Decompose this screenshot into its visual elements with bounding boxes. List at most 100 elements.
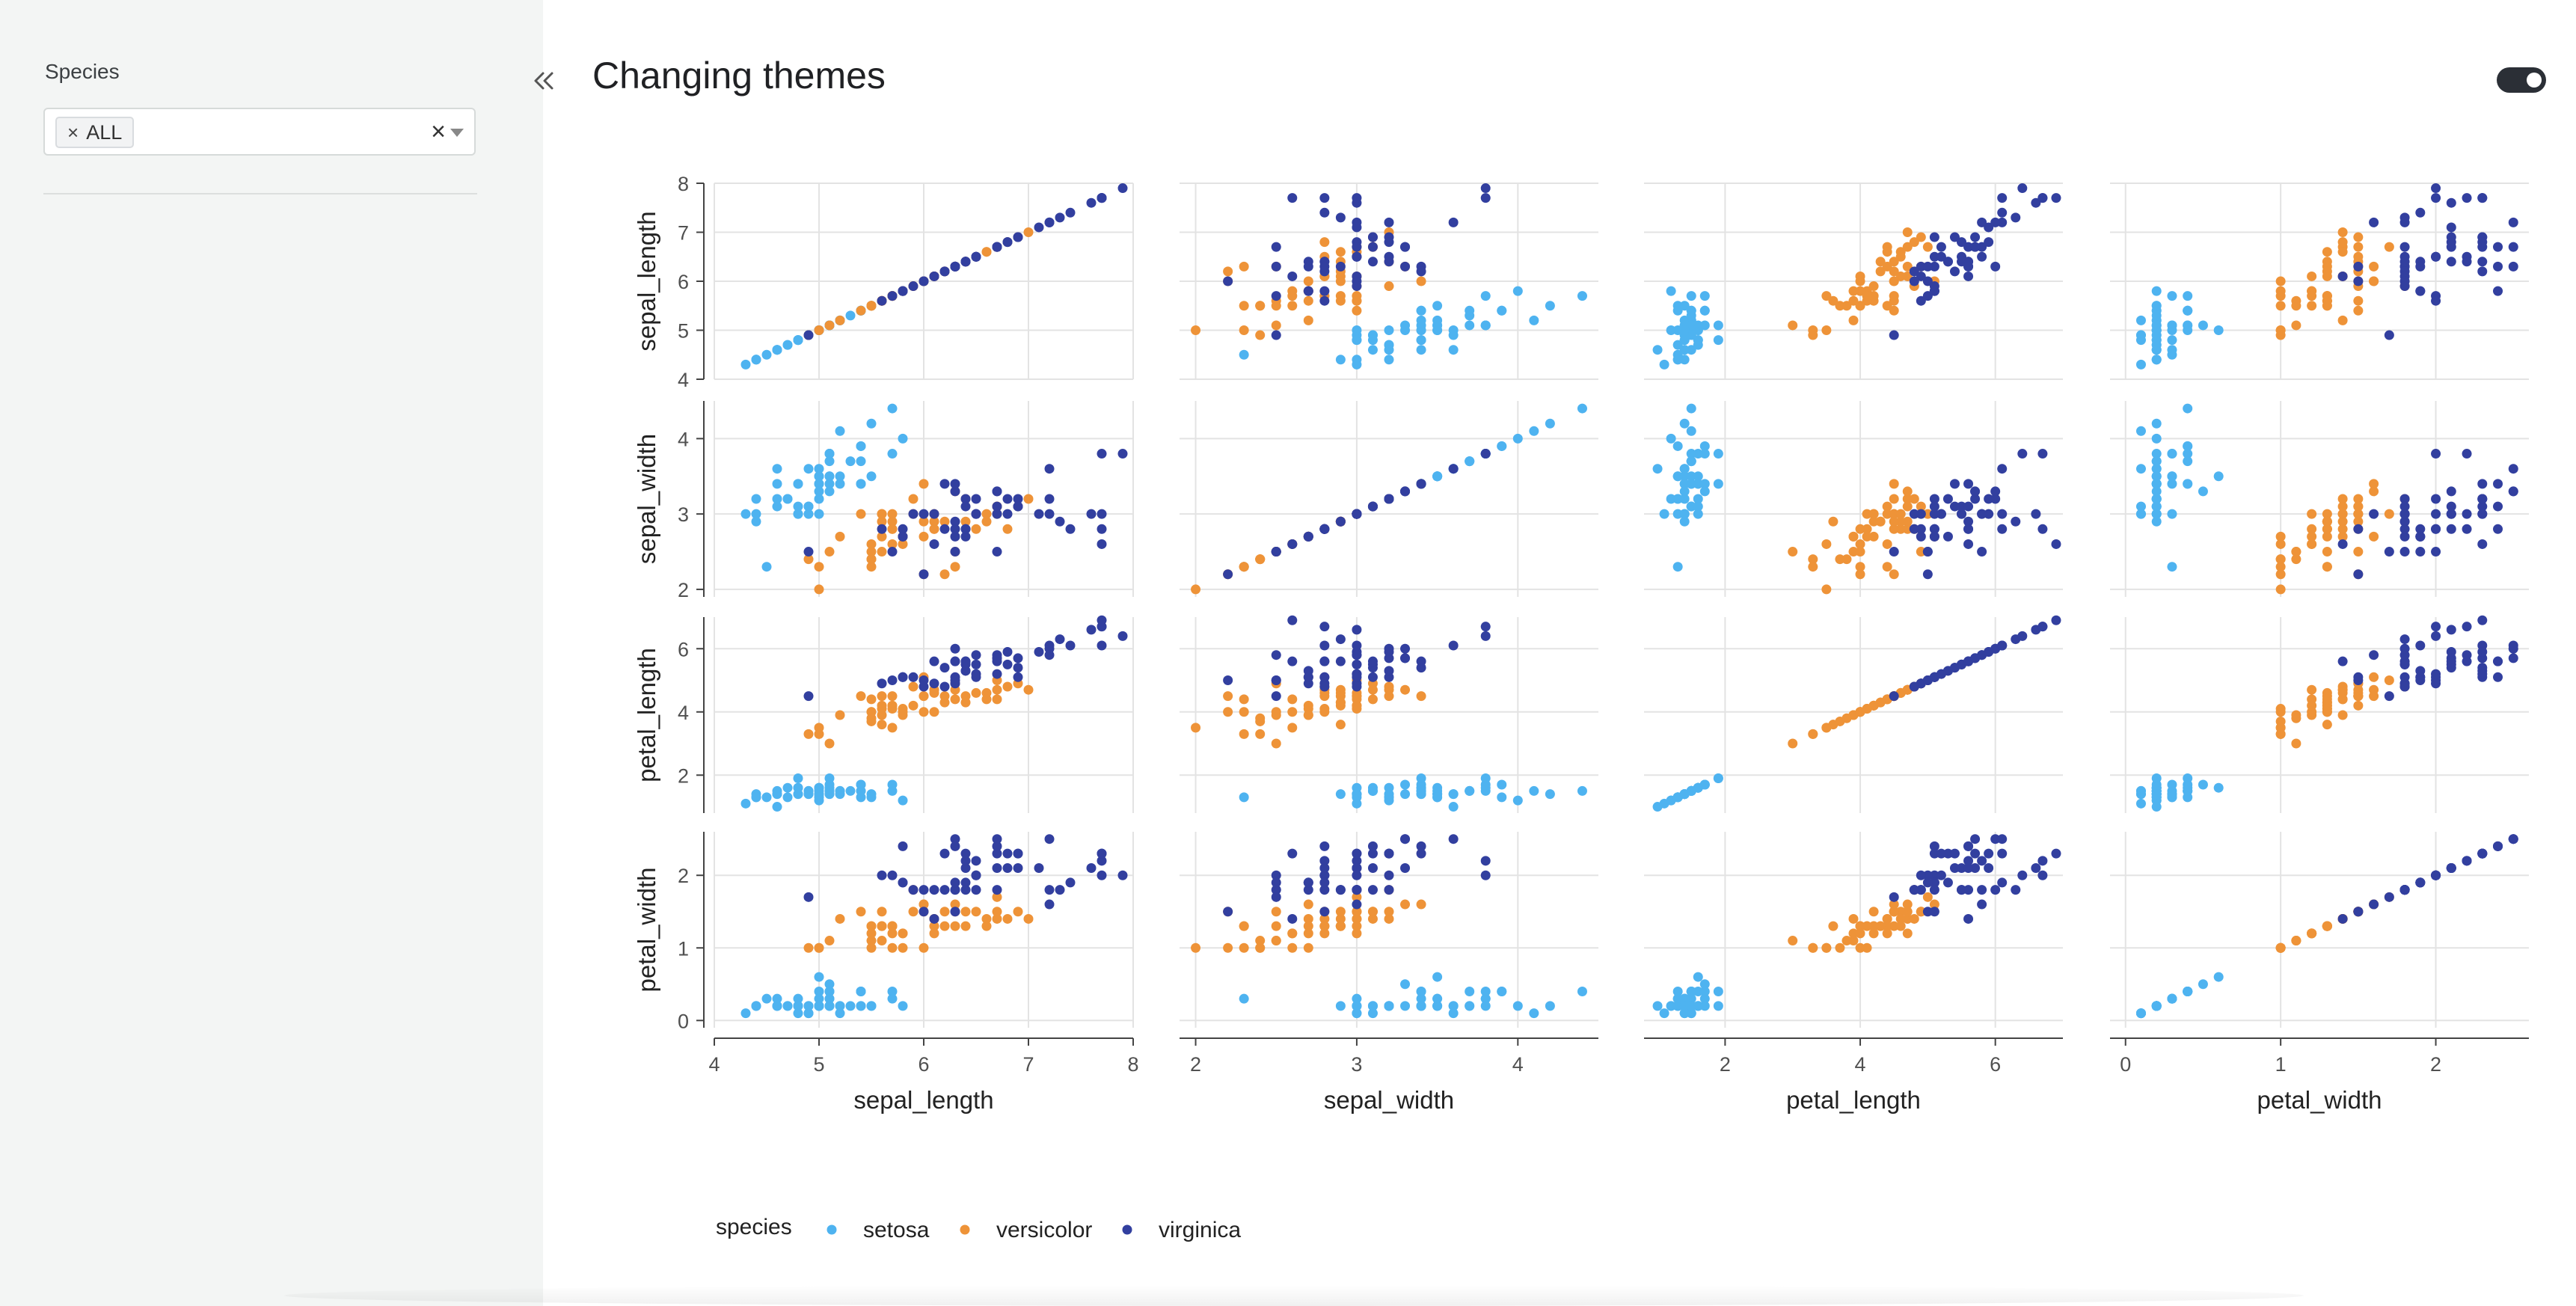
data-point-virginica <box>929 539 939 549</box>
data-point-versicolor <box>877 720 887 730</box>
data-point-versicolor <box>950 899 960 910</box>
data-point-setosa <box>1679 325 1690 335</box>
data-point-versicolor <box>2353 501 2364 512</box>
y-axis-title: petal_length <box>633 648 660 782</box>
data-point-virginica <box>929 678 939 689</box>
data-point-virginica <box>1352 242 1362 252</box>
data-point-versicolor <box>824 936 835 946</box>
data-point-virginica <box>2493 656 2503 666</box>
data-point-virginica <box>939 681 950 692</box>
data-point-versicolor <box>2291 320 2301 331</box>
data-point-virginica <box>2446 625 2456 635</box>
data-point-virginica <box>1916 524 1926 534</box>
data-point-virginica <box>1117 183 1128 194</box>
data-point-setosa <box>1416 320 1426 331</box>
data-point-virginica <box>1352 659 1362 669</box>
data-point-virginica <box>1352 625 1362 635</box>
data-point-virginica <box>1984 848 1994 859</box>
data-point-versicolor <box>2275 325 2286 335</box>
data-point-virginica <box>950 885 960 895</box>
collapse-sidebar-button[interactable] <box>528 64 561 97</box>
data-point-setosa <box>2183 479 2193 489</box>
clear-all-icon[interactable]: × <box>431 117 446 146</box>
species-dropdown[interactable]: × ALL × <box>43 108 476 156</box>
data-point-virginica <box>1223 675 1233 686</box>
data-point-virginica <box>887 547 898 557</box>
data-point-setosa <box>2151 789 2162 800</box>
data-point-virginica <box>1013 848 1023 859</box>
legend-item-virginica[interactable]: virginica <box>1122 1218 1242 1242</box>
data-point-versicolor <box>2307 684 2317 695</box>
data-point-versicolor <box>1303 899 1313 910</box>
data-point-virginica <box>1384 666 1394 676</box>
data-point-setosa <box>1432 782 1443 793</box>
data-point-versicolor <box>856 907 866 917</box>
data-point-setosa <box>1512 433 1523 444</box>
data-point-versicolor <box>2307 700 2317 711</box>
data-point-virginica <box>1271 885 1281 895</box>
data-point-virginica <box>2415 877 2426 888</box>
data-point-setosa <box>1693 449 1703 459</box>
data-point-versicolor <box>908 494 919 504</box>
data-point-versicolor <box>939 697 950 708</box>
legend-item-setosa[interactable]: setosa <box>827 1218 930 1242</box>
data-point-virginica <box>1352 281 1362 292</box>
data-point-virginica <box>1044 899 1055 910</box>
data-point-versicolor <box>2275 539 2286 549</box>
data-point-setosa <box>1699 291 1710 301</box>
data-point-virginica <box>1929 501 1939 512</box>
data-point-virginica <box>1909 885 1919 895</box>
y-tick-label: 2 <box>678 579 689 601</box>
data-point-virginica <box>1963 913 1974 924</box>
theme-toggle[interactable] <box>2497 67 2546 93</box>
data-point-setosa <box>1686 320 1696 331</box>
data-point-virginica <box>2462 856 2472 866</box>
data-point-setosa <box>1577 291 1587 301</box>
data-point-setosa <box>814 509 824 519</box>
data-point-virginica <box>1997 207 2008 218</box>
data-point-versicolor <box>2307 301 2317 311</box>
data-point-virginica <box>1367 232 1378 242</box>
x-axis-title: petal_width <box>2257 1086 2382 1114</box>
chevron-down-icon[interactable] <box>450 129 464 137</box>
data-point-versicolor <box>1303 928 1313 939</box>
chip-remove-icon[interactable]: × <box>67 120 79 144</box>
data-point-versicolor <box>887 921 898 931</box>
data-point-setosa <box>1529 315 1539 325</box>
data-point-setosa <box>2183 291 2193 301</box>
data-point-setosa <box>2183 403 2193 414</box>
data-point-versicolor <box>1191 584 1201 595</box>
data-point-setosa <box>2135 789 2146 800</box>
data-point-setosa <box>1672 509 1683 519</box>
data-point-virginica <box>1352 856 1362 866</box>
data-point-setosa <box>2151 325 2162 335</box>
data-point-versicolor <box>929 687 939 698</box>
data-point-virginica <box>992 863 1002 874</box>
data-point-virginica <box>1963 841 1974 851</box>
data-point-versicolor <box>1352 928 1362 939</box>
legend-item-versicolor[interactable]: versicolor <box>960 1218 1093 1242</box>
data-point-setosa <box>835 785 845 796</box>
data-point-setosa <box>1686 479 1696 489</box>
data-point-versicolor <box>1384 281 1394 292</box>
data-point-versicolor <box>939 569 950 580</box>
data-point-virginica <box>1977 856 1987 866</box>
data-point-virginica <box>2037 193 2048 203</box>
data-point-virginica <box>1271 291 1281 301</box>
data-point-setosa <box>1512 1001 1523 1011</box>
data-point-virginica <box>1319 672 1330 682</box>
data-point-versicolor <box>1862 704 1872 714</box>
data-point-setosa <box>824 486 835 497</box>
data-point-setosa <box>1480 773 1491 784</box>
data-point-versicolor <box>1821 723 1832 733</box>
data-point-versicolor <box>1882 562 1892 572</box>
data-point-virginica <box>2508 834 2518 844</box>
data-point-versicolor <box>1023 494 1034 504</box>
data-point-setosa <box>1335 355 1346 365</box>
data-point-setosa <box>1400 325 1411 335</box>
data-point-setosa <box>1693 501 1703 512</box>
data-point-versicolor <box>2307 291 2317 301</box>
data-point-virginica <box>1400 486 1411 497</box>
data-point-setosa <box>814 1001 824 1011</box>
data-point-setosa <box>2151 433 2162 444</box>
